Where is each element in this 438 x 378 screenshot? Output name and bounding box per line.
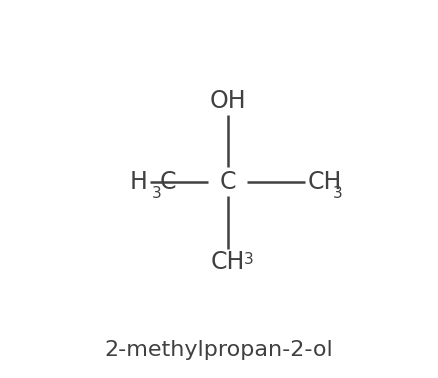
Text: 2-methylpropan-2-ol: 2-methylpropan-2-ol [105, 340, 333, 360]
Text: H: H [130, 170, 148, 194]
Text: CH: CH [211, 251, 245, 274]
Text: 3: 3 [244, 253, 253, 267]
Text: 3: 3 [152, 186, 161, 201]
Text: CH: CH [307, 170, 342, 194]
Text: OH: OH [209, 89, 246, 113]
Text: C: C [159, 170, 176, 194]
Text: C: C [219, 170, 236, 194]
Text: 3: 3 [333, 186, 343, 201]
